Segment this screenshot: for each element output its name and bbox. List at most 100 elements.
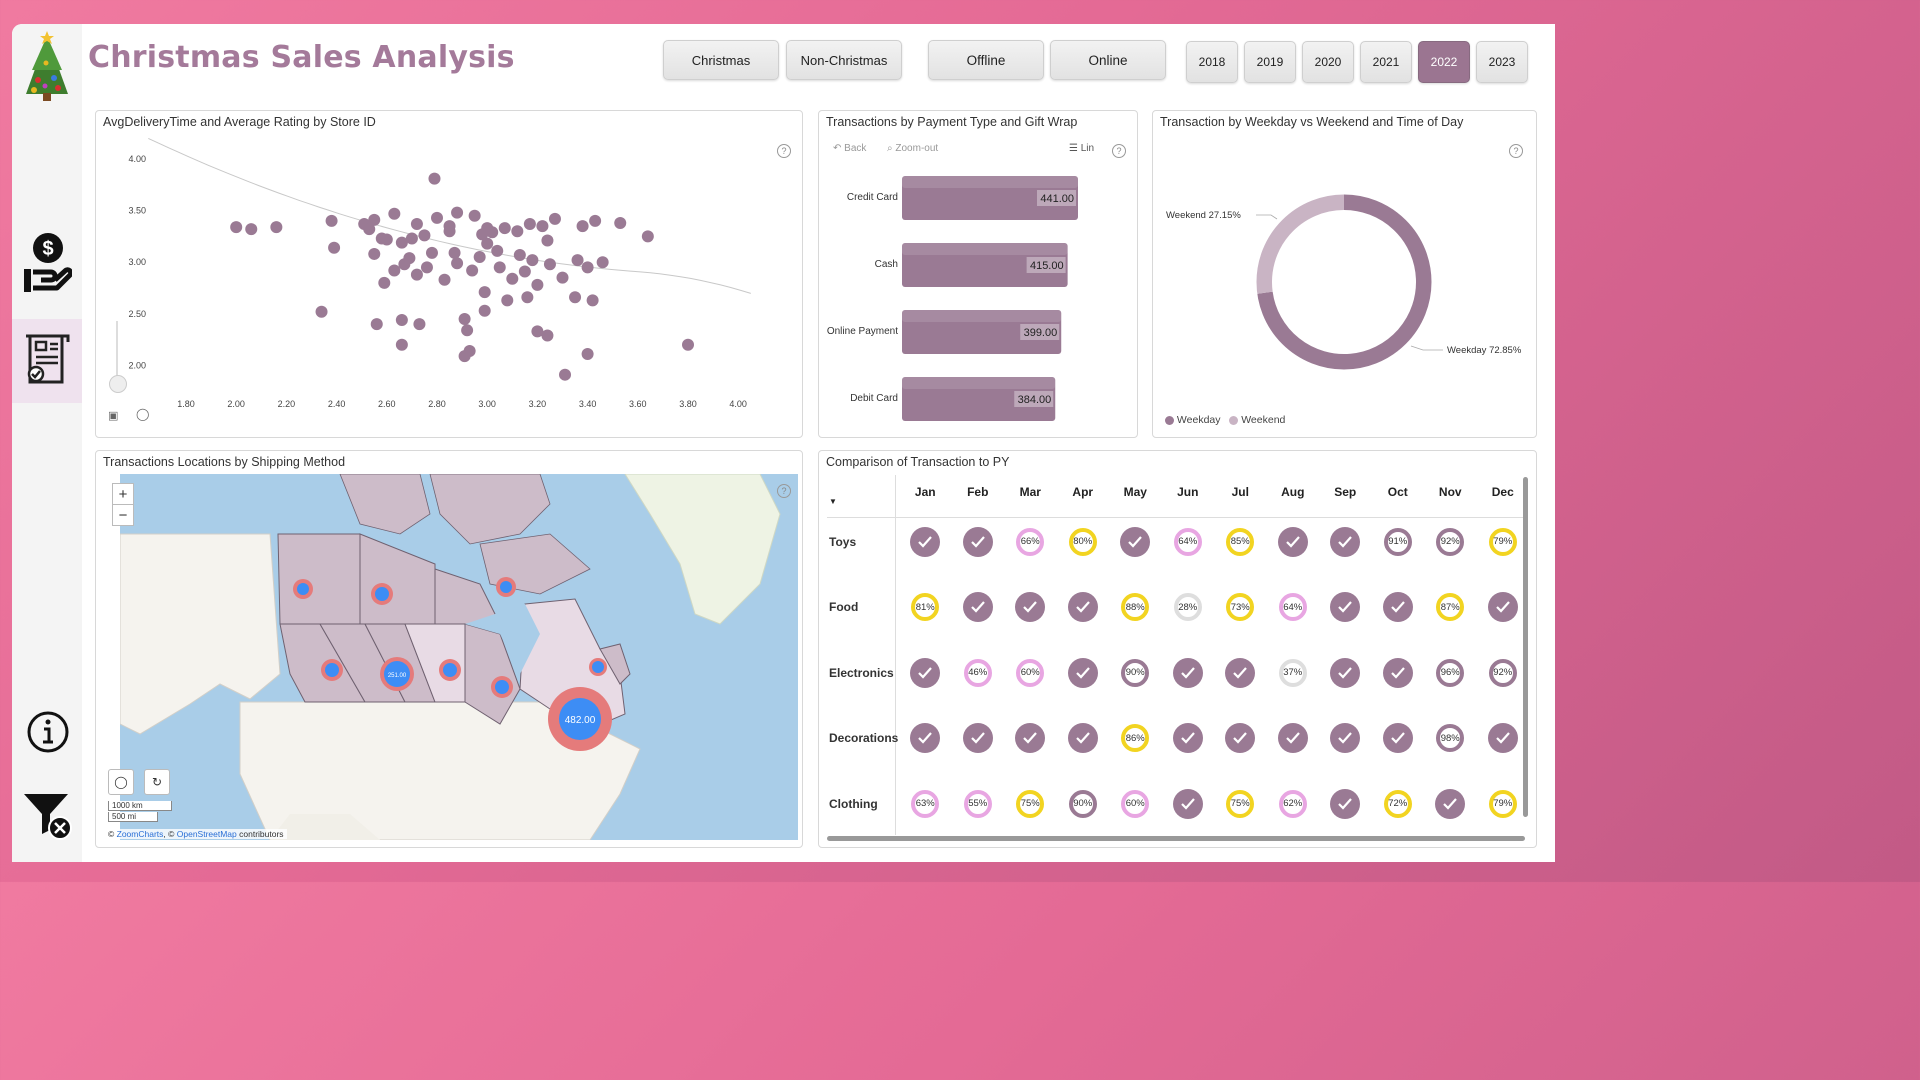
scatter-point[interactable] bbox=[368, 247, 381, 260]
scatter-point[interactable] bbox=[614, 216, 627, 229]
scatter-point[interactable] bbox=[576, 220, 589, 233]
scatter-point[interactable] bbox=[513, 248, 526, 261]
openstreetmap-link[interactable]: OpenStreetMap bbox=[176, 829, 237, 839]
vertical-scrollbar[interactable] bbox=[1523, 477, 1528, 817]
percent-ring[interactable]: 86% bbox=[1121, 724, 1150, 753]
check-icon[interactable] bbox=[910, 723, 941, 754]
help-icon[interactable]: ? bbox=[1112, 144, 1126, 158]
percent-ring[interactable]: 63% bbox=[911, 789, 940, 818]
scatter-point[interactable] bbox=[418, 229, 431, 242]
bar[interactable] bbox=[902, 310, 1062, 354]
check-icon[interactable] bbox=[1382, 657, 1413, 688]
horizontal-scrollbar[interactable] bbox=[827, 836, 1525, 841]
check-icon[interactable] bbox=[1067, 723, 1098, 754]
non-christmas-filter-button[interactable]: Non-Christmas bbox=[786, 40, 902, 80]
map-zoom-out-button[interactable]: − bbox=[112, 504, 134, 526]
scatter-point[interactable] bbox=[431, 211, 443, 224]
scatter-point[interactable] bbox=[448, 246, 461, 259]
scatter-point[interactable] bbox=[438, 273, 451, 286]
scatter-point[interactable] bbox=[395, 338, 408, 351]
percent-ring[interactable]: 37% bbox=[1278, 658, 1307, 687]
scatter-point[interactable] bbox=[420, 261, 433, 274]
percent-ring[interactable]: 46% bbox=[963, 658, 992, 687]
donut-slice-weekend[interactable] bbox=[1256, 194, 1345, 294]
scatter-point[interactable] bbox=[531, 325, 544, 338]
check-icon[interactable] bbox=[1382, 592, 1413, 623]
back-button[interactable]: ↶ Back bbox=[833, 143, 867, 154]
scatter-point[interactable] bbox=[481, 237, 494, 250]
bar[interactable] bbox=[902, 176, 1078, 220]
zoom-slider-handle[interactable] bbox=[109, 375, 127, 393]
scatter-point[interactable] bbox=[458, 312, 471, 325]
scatter-point[interactable] bbox=[245, 223, 258, 236]
check-icon[interactable] bbox=[1120, 526, 1151, 557]
scatter-plot[interactable]: 4.00 3.50 3.00 2.50 2.00 1.80 2.00 2.20 2.40 2.60… bbox=[96, 111, 802, 437]
scatter-point[interactable] bbox=[559, 368, 572, 381]
check-icon[interactable] bbox=[1067, 592, 1098, 623]
scatter-point[interactable] bbox=[230, 221, 243, 234]
check-icon[interactable] bbox=[1277, 723, 1308, 754]
scatter-point[interactable] bbox=[556, 271, 569, 284]
scatter-point[interactable] bbox=[315, 305, 328, 318]
scatter-point[interactable] bbox=[548, 212, 561, 225]
scatter-point[interactable] bbox=[368, 213, 381, 226]
clear-filter-icon[interactable] bbox=[22, 790, 74, 842]
percent-ring[interactable]: 28% bbox=[1173, 593, 1202, 622]
scatter-point[interactable] bbox=[493, 261, 506, 274]
percent-ring[interactable]: 92% bbox=[1436, 527, 1465, 556]
year-2018-button[interactable]: 2018 bbox=[1186, 41, 1238, 83]
zoom-slider-track[interactable] bbox=[116, 321, 118, 381]
scatter-point[interactable] bbox=[481, 222, 494, 235]
percent-ring[interactable]: 72% bbox=[1383, 789, 1412, 818]
percent-ring[interactable]: 92% bbox=[1488, 658, 1517, 687]
shipping-map[interactable]: 251.00 482.00 bbox=[120, 474, 798, 840]
year-2019-button[interactable]: 2019 bbox=[1244, 41, 1296, 83]
scatter-point[interactable] bbox=[682, 338, 694, 351]
online-filter-button[interactable]: Online bbox=[1050, 40, 1166, 80]
scatter-point[interactable] bbox=[589, 214, 602, 227]
year-2022-button[interactable]: 2022 bbox=[1418, 41, 1470, 83]
scatter-point[interactable] bbox=[526, 254, 539, 267]
percent-ring[interactable]: 98% bbox=[1436, 724, 1465, 753]
check-icon[interactable] bbox=[1015, 723, 1046, 754]
scatter-point[interactable] bbox=[410, 268, 423, 281]
scatter-point[interactable] bbox=[428, 172, 441, 185]
scatter-point[interactable] bbox=[405, 232, 418, 245]
percent-ring[interactable]: 62% bbox=[1278, 789, 1307, 818]
percent-ring[interactable]: 87% bbox=[1436, 593, 1465, 622]
percent-ring[interactable]: 85% bbox=[1226, 527, 1255, 556]
check-icon[interactable] bbox=[910, 526, 941, 557]
check-icon[interactable] bbox=[1487, 592, 1518, 623]
year-2021-button[interactable]: 2021 bbox=[1360, 41, 1412, 83]
check-icon[interactable] bbox=[1487, 723, 1518, 754]
lasso-icon[interactable]: ◯ bbox=[136, 407, 150, 421]
bar[interactable] bbox=[902, 377, 1056, 421]
receipt-icon[interactable] bbox=[24, 332, 70, 386]
percent-ring[interactable]: 66% bbox=[1016, 527, 1045, 556]
scatter-point[interactable] bbox=[370, 318, 383, 331]
scatter-point[interactable] bbox=[523, 218, 536, 231]
help-icon[interactable]: ? bbox=[777, 144, 791, 158]
scatter-point[interactable] bbox=[506, 272, 519, 285]
zoomcharts-link[interactable]: ZoomCharts bbox=[116, 829, 164, 839]
scatter-point[interactable] bbox=[581, 261, 594, 274]
help-icon[interactable]: ? bbox=[777, 484, 791, 498]
scatter-point[interactable] bbox=[596, 256, 609, 269]
scatter-point[interactable] bbox=[541, 329, 554, 342]
scatter-point[interactable] bbox=[466, 264, 479, 277]
percent-ring[interactable]: 91% bbox=[1383, 527, 1412, 556]
percent-ring[interactable]: 90% bbox=[1121, 658, 1150, 687]
percent-ring[interactable]: 60% bbox=[1016, 658, 1045, 687]
check-icon[interactable] bbox=[1330, 657, 1361, 688]
scatter-point[interactable] bbox=[511, 225, 524, 238]
scatter-point[interactable] bbox=[451, 206, 464, 219]
percent-ring[interactable]: 96% bbox=[1436, 658, 1465, 687]
scatter-point[interactable] bbox=[325, 214, 338, 227]
scatter-point[interactable] bbox=[569, 291, 582, 304]
scatter-point[interactable] bbox=[395, 236, 408, 249]
percent-ring[interactable]: 81% bbox=[911, 593, 940, 622]
offline-filter-button[interactable]: Offline bbox=[928, 40, 1044, 80]
scatter-point[interactable] bbox=[531, 278, 544, 291]
money-hand-icon[interactable]: $ bbox=[22, 232, 72, 294]
percent-ring[interactable]: 75% bbox=[1226, 789, 1255, 818]
